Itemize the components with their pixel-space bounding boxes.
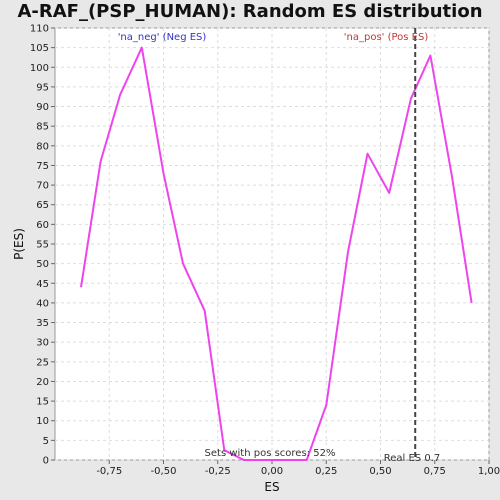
x-tick-label: -0,25	[205, 466, 231, 477]
series	[80, 46, 473, 461]
y-tick-label: 70	[36, 181, 49, 192]
y-axis-label: P(ES)	[12, 228, 26, 260]
y-tick-label: 105	[30, 43, 49, 54]
y-tick-label: 95	[36, 82, 49, 93]
y-tick-label: 20	[36, 377, 49, 388]
x-tick-label: -0,50	[151, 466, 177, 477]
y-tick-label: 10	[36, 416, 49, 427]
y-axis-ticks: 0 5 10 15 20 25 30 35 40 45 50 55 60 65 70 75 80 85 90 95 10…	[30, 24, 55, 467]
x-axis-ticks: -0,75 -0,50 -0,25 0,00 0,25 0,50 0,75 1,00	[96, 460, 500, 477]
y-tick-label: 85	[36, 122, 49, 133]
real-es-label: Real ES 0.7	[384, 453, 440, 464]
y-tick-label: 25	[36, 357, 49, 368]
y-tick-label: 40	[36, 298, 49, 309]
y-tick-label: 15	[36, 397, 49, 408]
y-tick-label: 90	[36, 102, 49, 113]
y-tick-label: 75	[36, 161, 49, 172]
x-axis-label: ES	[264, 480, 279, 494]
series-line	[80, 46, 473, 461]
x-tick-label: 0,00	[261, 466, 283, 477]
chart-title: A-RAF_(PSP_HUMAN): Random ES distributio…	[17, 1, 483, 22]
y-tick-label: 35	[36, 318, 49, 329]
y-tick-label: 65	[36, 200, 49, 211]
y-tick-label: 45	[36, 279, 49, 290]
y-tick-label: 110	[30, 24, 49, 35]
y-tick-label: 100	[30, 63, 49, 74]
neg-label: 'na_neg' (Neg ES)	[118, 32, 207, 43]
x-tick-label: -0,75	[96, 466, 122, 477]
x-tick-label: 0,25	[315, 466, 337, 477]
pos-label: 'na_pos' (Pos ES)	[344, 32, 429, 43]
x-tick-label: 0,75	[424, 466, 446, 477]
y-tick-label: 60	[36, 220, 49, 231]
x-tick-label: 1,00	[478, 466, 500, 477]
y-tick-label: 30	[36, 338, 49, 349]
y-tick-label: 50	[36, 259, 49, 270]
sets-with-pos-scores: Sets with pos scores: 52%	[205, 448, 336, 459]
y-tick-label: 80	[36, 141, 49, 152]
y-tick-label: 55	[36, 240, 49, 251]
y-tick-label: 0	[43, 456, 49, 467]
grid	[55, 27, 490, 461]
x-tick-label: 0,50	[369, 466, 391, 477]
y-tick-label: 5	[43, 436, 49, 447]
